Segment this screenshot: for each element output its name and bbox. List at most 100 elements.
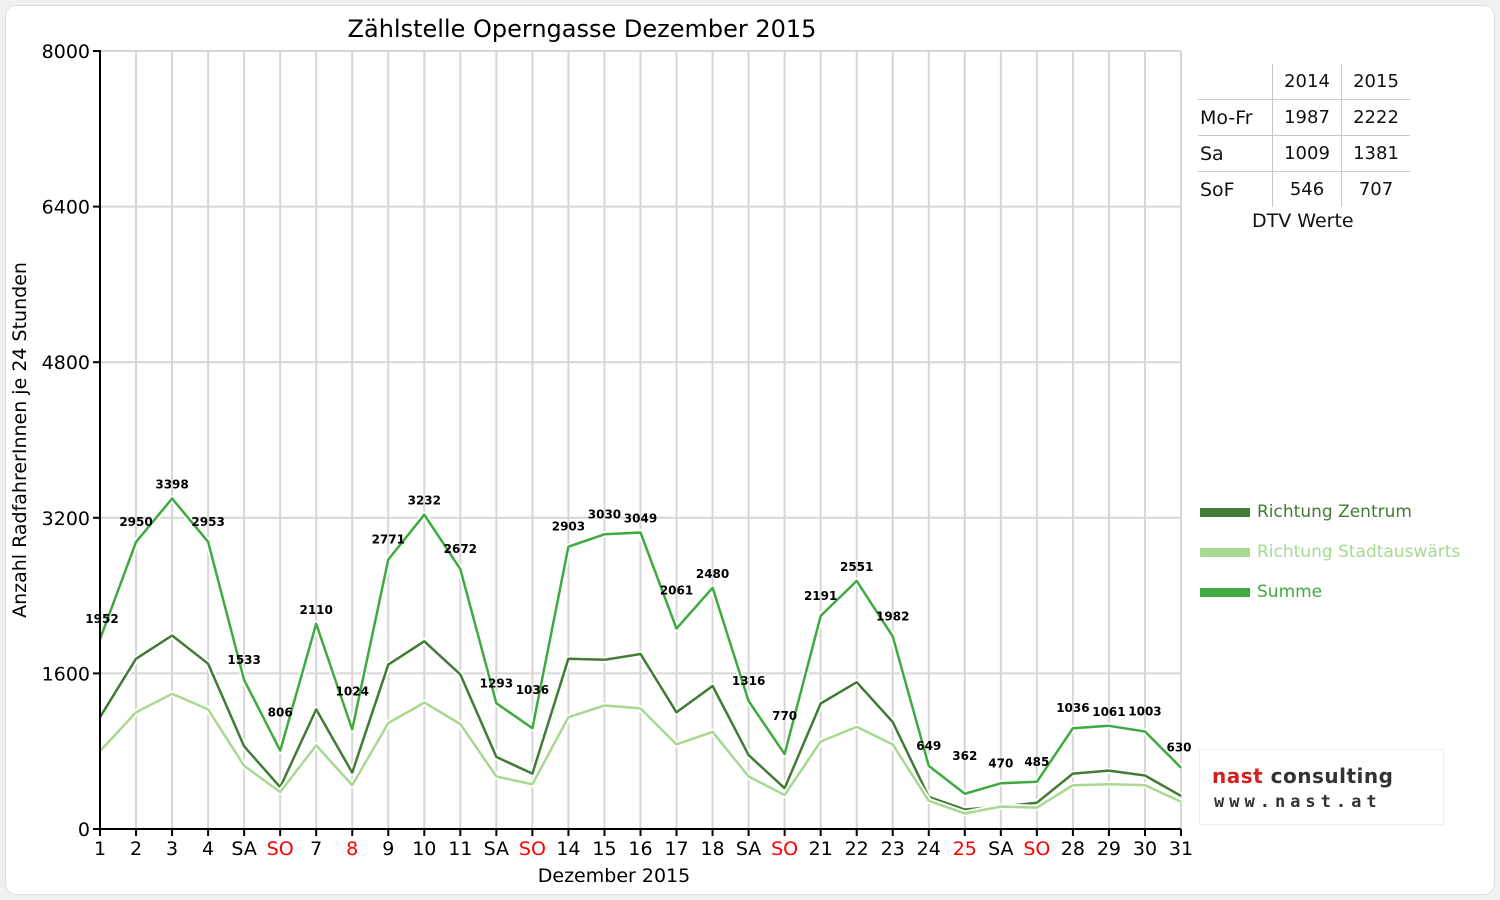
x-tick-label: 21	[809, 838, 833, 860]
data-label: 2950	[119, 515, 152, 529]
legend-label-zentrum: Richtung Zentrum	[1257, 502, 1412, 522]
x-tick-label: SA	[736, 838, 761, 860]
y-tick-label: 6400	[42, 197, 90, 219]
nast-consulting-logo: nast consulting www.nast.at	[1200, 750, 1443, 824]
logo-word-nast: nast	[1212, 764, 1264, 788]
dtv-table: 2014 2015 Mo-Fr 1987 2222 Sa 1009 1381 S…	[1198, 64, 1410, 207]
data-label: 3232	[408, 494, 441, 508]
data-label: 1293	[480, 676, 513, 690]
x-tick-label: 17	[664, 838, 688, 860]
data-label: 649	[916, 739, 941, 753]
series-line-3	[98, 497, 1182, 796]
data-labels: 1952 2950 3398 2953 1533 806 2110 1024 2771 3232 2…	[85, 478, 1191, 771]
year-header-2014: 2014	[1272, 64, 1342, 100]
data-label: 2191	[804, 589, 837, 603]
x-tick-label: 7	[310, 838, 322, 860]
data-label: 2771	[372, 533, 405, 547]
data-label: 2110	[299, 603, 332, 617]
data-label: 2672	[444, 542, 477, 556]
logo-url: www.nast.at	[1214, 792, 1382, 812]
data-label: 630	[1166, 741, 1191, 755]
data-label: 2480	[696, 567, 729, 581]
x-tick-label: 3	[166, 838, 178, 860]
x-tick-label: 4	[202, 838, 214, 860]
x-tick-label: 25	[953, 838, 977, 860]
cell-mo-fr-2015: 2222	[1341, 99, 1410, 136]
data-label: 806	[268, 706, 293, 720]
legend: Richtung Zentrum Richtung Stadtauswärts …	[1200, 492, 1460, 612]
data-label: 2953	[191, 515, 224, 529]
legend-item-zentrum: Richtung Zentrum	[1200, 492, 1460, 532]
data-label: 362	[952, 749, 977, 763]
y-tick-label: 1600	[42, 663, 90, 685]
data-label: 3049	[624, 511, 657, 525]
data-label: 1003	[1128, 704, 1161, 718]
row-label-sa: Sa	[1198, 135, 1273, 172]
legend-swatch-summe	[1200, 587, 1250, 597]
x-tick-label: SA	[988, 838, 1013, 860]
data-label: 1036	[516, 683, 549, 697]
data-label: 2061	[660, 584, 693, 598]
data-label: 2903	[552, 520, 585, 534]
row-label-mo-fr: Mo-Fr	[1198, 99, 1273, 136]
cell-mo-fr-2014: 1987	[1272, 99, 1342, 136]
data-label: 2551	[840, 560, 873, 574]
x-tick-label: SA	[484, 838, 509, 860]
y-tick-label: 8000	[42, 41, 90, 63]
x-tick-label: 14	[556, 838, 580, 860]
x-tick-label: 9	[382, 838, 394, 860]
x-tick-label: SO	[519, 838, 546, 860]
x-tick-label: SO	[1023, 838, 1050, 860]
x-tick-label: 31	[1169, 838, 1193, 860]
y-axis-title: Anzahl RadfahrerInnen je 24 Stunden	[9, 262, 31, 618]
table-corner	[1198, 64, 1273, 100]
cell-sa-2014: 1009	[1272, 135, 1342, 172]
dtv-caption: DTV Werte	[1252, 210, 1354, 232]
data-label: 3030	[588, 507, 621, 521]
y-tick-label: 4800	[42, 352, 90, 374]
legend-item-stadtauswaerts: Richtung Stadtauswärts	[1200, 532, 1460, 572]
legend-label-summe: Summe	[1257, 582, 1323, 602]
x-tick-label: 30	[1133, 838, 1157, 860]
logo-word-consulting: consulting	[1263, 764, 1394, 788]
x-tick-label: 22	[845, 838, 869, 860]
year-header-2015: 2015	[1341, 64, 1410, 100]
data-label: 770	[772, 709, 797, 723]
logo-wordmark: nast consulting	[1212, 764, 1393, 788]
data-label: 1982	[876, 609, 909, 623]
data-label: 1024	[336, 684, 369, 698]
data-label: 1036	[1056, 701, 1089, 715]
x-tick-label: 23	[881, 838, 905, 860]
data-label: 1533	[227, 653, 260, 667]
x-tick-label: SO	[771, 838, 798, 860]
x-tick-label: 2	[130, 838, 142, 860]
series-line-2	[99, 692, 1182, 815]
x-tick-label: 8	[346, 838, 358, 860]
row-label-sof: SoF	[1200, 178, 1235, 201]
x-tick-label: 28	[1061, 838, 1085, 860]
x-tick-label: SO	[267, 838, 294, 860]
legend-swatch-stadtauswaerts	[1200, 547, 1250, 557]
x-tick-label: 24	[917, 838, 941, 860]
x-tick-label: SA	[231, 838, 256, 860]
legend-swatch-zentrum	[1200, 507, 1250, 517]
cell-sof-2015: 707	[1341, 171, 1410, 207]
x-tick-label: 16	[628, 838, 652, 860]
x-tick-label: 10	[412, 838, 436, 860]
x-axis-title: Dezember 2015	[538, 865, 690, 887]
chart-title: Zählstelle Operngasse Dezember 2015	[348, 15, 817, 43]
x-tick-label: 15	[592, 838, 616, 860]
data-label: 470	[988, 756, 1013, 770]
y-tick-label: 3200	[42, 508, 90, 530]
y-tick-label: 0	[78, 819, 90, 841]
x-tick-label: 18	[700, 838, 724, 860]
x-tick-label: 11	[448, 838, 472, 860]
cell-sof-2014: 546	[1272, 171, 1342, 207]
data-label: 485	[1024, 755, 1049, 769]
cell-sa-2015: 1381	[1341, 135, 1410, 172]
x-tick-label: 1	[94, 838, 106, 860]
data-label: 1061	[1092, 705, 1125, 719]
series-lines	[97, 495, 1184, 817]
